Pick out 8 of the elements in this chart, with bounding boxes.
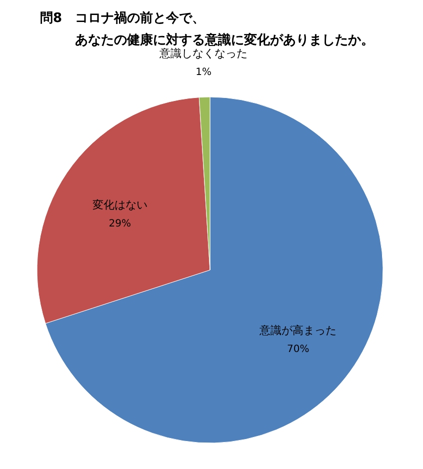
slice-label: 意識しなくなった xyxy=(158,47,248,60)
slice-label: 意識が高まった xyxy=(258,324,337,338)
data-label: 70% xyxy=(287,344,310,356)
chart-subtitle: あなたの健康に対する意識に変化がありましたか。 xyxy=(75,32,374,48)
slice-label: 変化はない xyxy=(92,198,148,212)
data-label: 1% xyxy=(196,67,212,78)
chart-title: 問8 コロナ禍の前と今で、 xyxy=(40,10,206,26)
data-label: 29% xyxy=(108,218,131,230)
